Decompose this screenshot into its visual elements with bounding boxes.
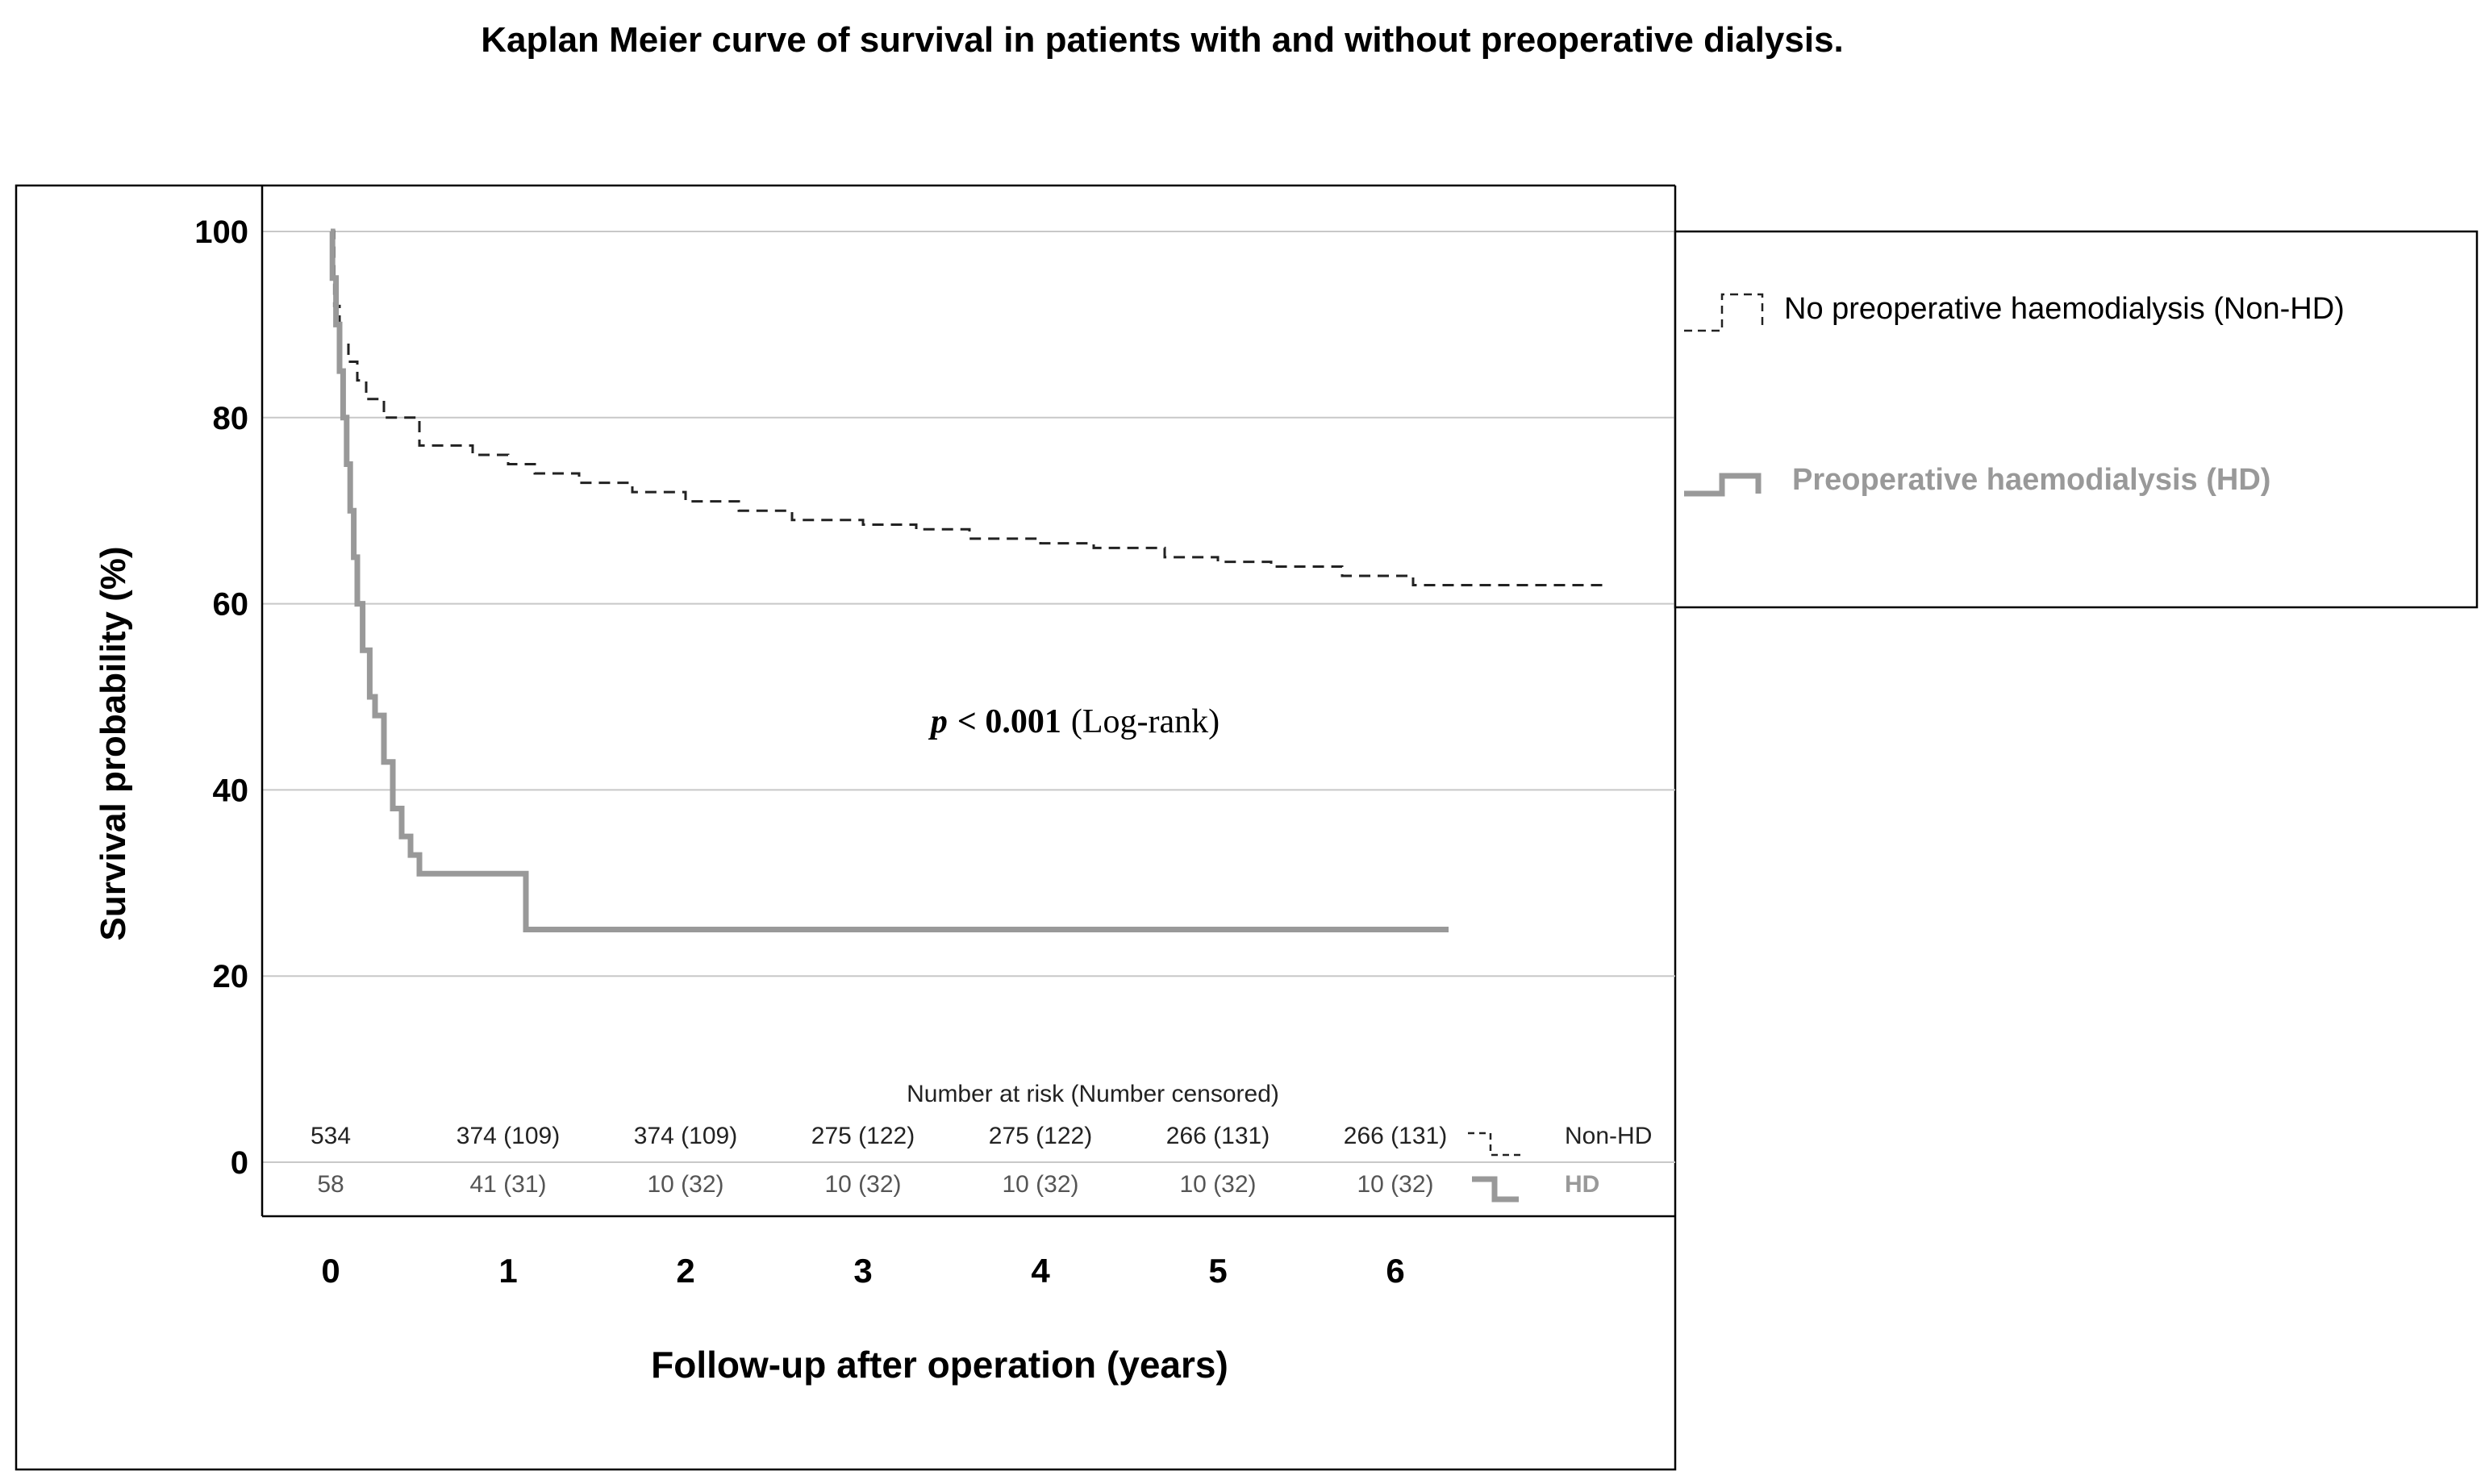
series-lines — [329, 228, 1608, 932]
x-tick-labels: 0 1 2 3 4 5 6 — [321, 1252, 1404, 1290]
risk-cell: 534 — [311, 1123, 351, 1149]
p-value: < 0.001 — [957, 703, 1061, 740]
risk-cell: 10 (32) — [1179, 1171, 1256, 1198]
risk-cell: 374 (109) — [457, 1123, 560, 1149]
risk-cell: 266 (131) — [1344, 1123, 1447, 1149]
p-symbol: p — [928, 703, 948, 740]
x-axis-label: Follow-up after operation (years) — [651, 1344, 1228, 1386]
chart-frame — [15, 184, 1677, 1471]
y-tick-labels: 100 80 60 40 20 0 — [194, 215, 248, 1181]
series-line-non-hd — [331, 230, 1608, 587]
risk-table: 534 374 (109) 374 (109) 275 (122) 275 (122) 2… — [311, 1123, 1447, 1198]
x-tick-label: 0 — [321, 1252, 340, 1290]
risk-cell: 275 (122) — [989, 1123, 1092, 1149]
x-tick-label: 1 — [498, 1252, 517, 1290]
risk-swatch-non-hd — [1468, 1132, 1523, 1157]
p-value-annotation: p < 0.001 (Log-rank) — [928, 703, 1220, 740]
risk-cell: 10 (32) — [1002, 1171, 1078, 1198]
x-tick-label: 2 — [676, 1252, 694, 1290]
y-tick-label: 100 — [194, 215, 248, 250]
y-tick-label: 20 — [213, 959, 249, 994]
legend-swatch-non-hd — [1684, 293, 1764, 332]
risk-cell: 275 (122) — [811, 1123, 915, 1149]
legend-box — [1674, 230, 2479, 609]
plot-axes — [261, 186, 1675, 1218]
risk-cell: 41 (31) — [469, 1171, 546, 1198]
risk-cell: 266 (131) — [1166, 1123, 1270, 1149]
y-axis-label: Survival probability (%) — [94, 547, 133, 941]
risk-label-non-hd: Non-HD — [1565, 1123, 1652, 1149]
chart-title: Kaplan Meier curve of survival in patien… — [481, 20, 1844, 60]
x-tick-label: 5 — [1208, 1252, 1227, 1290]
risk-cell: 10 (32) — [824, 1171, 901, 1198]
x-tick-label: 3 — [853, 1252, 872, 1290]
y-tick-label: 60 — [213, 587, 249, 623]
legend-item-non-hd: No preoperative haemodialysis (Non-HD) — [1684, 292, 2345, 332]
grid-lines — [262, 231, 1675, 1163]
risk-cell: 374 (109) — [634, 1123, 737, 1149]
risk-table-header: Number at risk (Number censored) — [907, 1081, 1279, 1107]
legend-item-hd: Preoperative haemodialysis (HD) — [1684, 463, 2270, 497]
risk-cell: 58 — [317, 1171, 344, 1198]
legend-swatch-hd — [1684, 473, 1762, 497]
risk-cell: 10 (32) — [647, 1171, 723, 1198]
test-name: (Log-rank) — [1071, 703, 1220, 740]
risk-swatch-hd — [1472, 1176, 1519, 1203]
risk-label-hd: HD — [1565, 1171, 1599, 1198]
y-tick-label: 80 — [213, 401, 249, 436]
x-tick-label: 4 — [1031, 1252, 1050, 1290]
x-tick-label: 6 — [1386, 1252, 1404, 1290]
legend-label-non-hd: No preoperative haemodialysis (Non-HD) — [1784, 292, 2345, 326]
y-tick-label: 40 — [213, 773, 249, 808]
risk-cell: 10 (32) — [1357, 1171, 1433, 1198]
legend-label-hd: Preoperative haemodialysis (HD) — [1792, 463, 2270, 497]
series-line-hd — [329, 228, 1449, 932]
y-tick-label: 0 — [231, 1145, 248, 1181]
